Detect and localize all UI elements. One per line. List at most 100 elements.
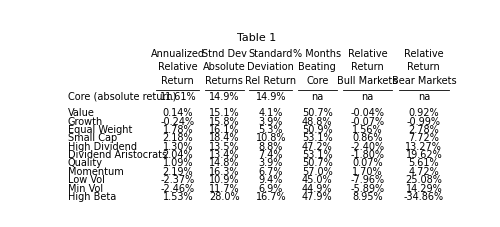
Text: 2.18%: 2.18%	[162, 133, 193, 143]
Text: Returns: Returns	[206, 75, 243, 85]
Text: High Dividend: High Dividend	[68, 141, 137, 151]
Text: Equal Weight: Equal Weight	[68, 124, 132, 134]
Text: Quality: Quality	[68, 158, 103, 168]
Text: 14.9%: 14.9%	[209, 91, 240, 101]
Text: 47.2%: 47.2%	[302, 141, 332, 151]
Text: 13.27%: 13.27%	[406, 141, 442, 151]
Text: 0.86%: 0.86%	[352, 133, 383, 143]
Text: 0.07%: 0.07%	[352, 158, 383, 168]
Text: 6.9%: 6.9%	[258, 183, 283, 193]
Text: 3.9%: 3.9%	[258, 116, 283, 126]
Text: 2.78%: 2.78%	[408, 124, 439, 134]
Text: Dividend Aristocrats: Dividend Aristocrats	[68, 149, 167, 159]
Text: Low Vol: Low Vol	[68, 175, 105, 184]
Text: 25.08%: 25.08%	[406, 175, 442, 184]
Text: Relative: Relative	[348, 49, 388, 59]
Text: 1.30%: 1.30%	[162, 141, 193, 151]
Text: 14.8%: 14.8%	[209, 158, 240, 168]
Text: na: na	[311, 91, 324, 101]
Text: 16.3%: 16.3%	[209, 166, 240, 176]
Text: 2.04%: 2.04%	[162, 149, 193, 159]
Text: 3.9%: 3.9%	[258, 158, 283, 168]
Text: -2.46%: -2.46%	[160, 183, 195, 193]
Text: 8.95%: 8.95%	[352, 191, 383, 201]
Text: 7.72%: 7.72%	[408, 133, 440, 143]
Text: 14.9%: 14.9%	[256, 91, 286, 101]
Text: 48.8%: 48.8%	[302, 116, 332, 126]
Text: 57.0%: 57.0%	[302, 166, 332, 176]
Text: Growth: Growth	[68, 116, 103, 126]
Text: 10.9%: 10.9%	[209, 175, 240, 184]
Text: 19.62%: 19.62%	[406, 149, 442, 159]
Text: 15.8%: 15.8%	[209, 116, 240, 126]
Text: 50.9%: 50.9%	[302, 124, 332, 134]
Text: 13.5%: 13.5%	[209, 141, 240, 151]
Text: na: na	[418, 91, 430, 101]
Text: -2.40%: -2.40%	[350, 141, 384, 151]
Text: Bull Markets: Bull Markets	[338, 75, 398, 85]
Text: 11.7%: 11.7%	[209, 183, 240, 193]
Text: 4.1%: 4.1%	[258, 108, 283, 118]
Text: Beating: Beating	[298, 62, 336, 72]
Text: 1.56%: 1.56%	[352, 124, 383, 134]
Text: 13.4%: 13.4%	[209, 149, 240, 159]
Text: 53.1%: 53.1%	[302, 149, 332, 159]
Text: 0.14%: 0.14%	[162, 108, 193, 118]
Text: -1.80%: -1.80%	[350, 149, 384, 159]
Text: -34.86%: -34.86%	[404, 191, 444, 201]
Text: Absolute: Absolute	[203, 62, 246, 72]
Text: 1.53%: 1.53%	[162, 191, 193, 201]
Text: 16.1%: 16.1%	[209, 124, 240, 134]
Text: Standard: Standard	[248, 49, 293, 59]
Text: -0.24%: -0.24%	[160, 116, 195, 126]
Text: 11.61%: 11.61%	[160, 91, 196, 101]
Text: 6.7%: 6.7%	[258, 166, 283, 176]
Text: Deviation: Deviation	[248, 62, 294, 72]
Text: 1.70%: 1.70%	[352, 166, 383, 176]
Text: 0.92%: 0.92%	[408, 108, 439, 118]
Text: Stnd Dev: Stnd Dev	[202, 49, 246, 59]
Text: Annualized: Annualized	[151, 49, 205, 59]
Text: -0.04%: -0.04%	[350, 108, 384, 118]
Text: -0.07%: -0.07%	[350, 116, 384, 126]
Text: 7.4%: 7.4%	[258, 149, 283, 159]
Text: Momentum: Momentum	[68, 166, 124, 176]
Text: 50.7%: 50.7%	[302, 108, 332, 118]
Text: 4.72%: 4.72%	[408, 166, 439, 176]
Text: 28.0%: 28.0%	[209, 191, 240, 201]
Text: -0.99%: -0.99%	[407, 116, 441, 126]
Text: 5.61%: 5.61%	[408, 158, 439, 168]
Text: Min Vol: Min Vol	[68, 183, 103, 193]
Text: -5.89%: -5.89%	[350, 183, 384, 193]
Text: Core: Core	[306, 75, 328, 85]
Text: 5.3%: 5.3%	[258, 124, 283, 134]
Text: Small Cap: Small Cap	[68, 133, 117, 143]
Text: Value: Value	[68, 108, 95, 118]
Text: 1.78%: 1.78%	[162, 124, 193, 134]
Text: Return: Return	[162, 75, 194, 85]
Text: Rel Return: Rel Return	[245, 75, 296, 85]
Text: 15.1%: 15.1%	[209, 108, 240, 118]
Text: 50.7%: 50.7%	[302, 158, 332, 168]
Text: -2.37%: -2.37%	[160, 175, 195, 184]
Text: 44.9%: 44.9%	[302, 183, 332, 193]
Text: Return: Return	[408, 62, 440, 72]
Text: 9.4%: 9.4%	[258, 175, 283, 184]
Text: 16.7%: 16.7%	[256, 191, 286, 201]
Text: 1.09%: 1.09%	[162, 158, 193, 168]
Text: 2.19%: 2.19%	[162, 166, 193, 176]
Text: High Beta: High Beta	[68, 191, 116, 201]
Text: Relative: Relative	[404, 49, 444, 59]
Text: % Months: % Months	[293, 49, 342, 59]
Text: 45.0%: 45.0%	[302, 175, 332, 184]
Text: Bear Markets: Bear Markets	[392, 75, 456, 85]
Text: 10.8%: 10.8%	[256, 133, 286, 143]
Text: Relative: Relative	[158, 62, 198, 72]
Text: na: na	[362, 91, 374, 101]
Text: Return: Return	[352, 62, 384, 72]
Text: 14.29%: 14.29%	[406, 183, 442, 193]
Text: 8.8%: 8.8%	[258, 141, 283, 151]
Text: Core (absolute return): Core (absolute return)	[68, 91, 176, 101]
Text: -7.96%: -7.96%	[350, 175, 384, 184]
Text: 18.4%: 18.4%	[209, 133, 240, 143]
